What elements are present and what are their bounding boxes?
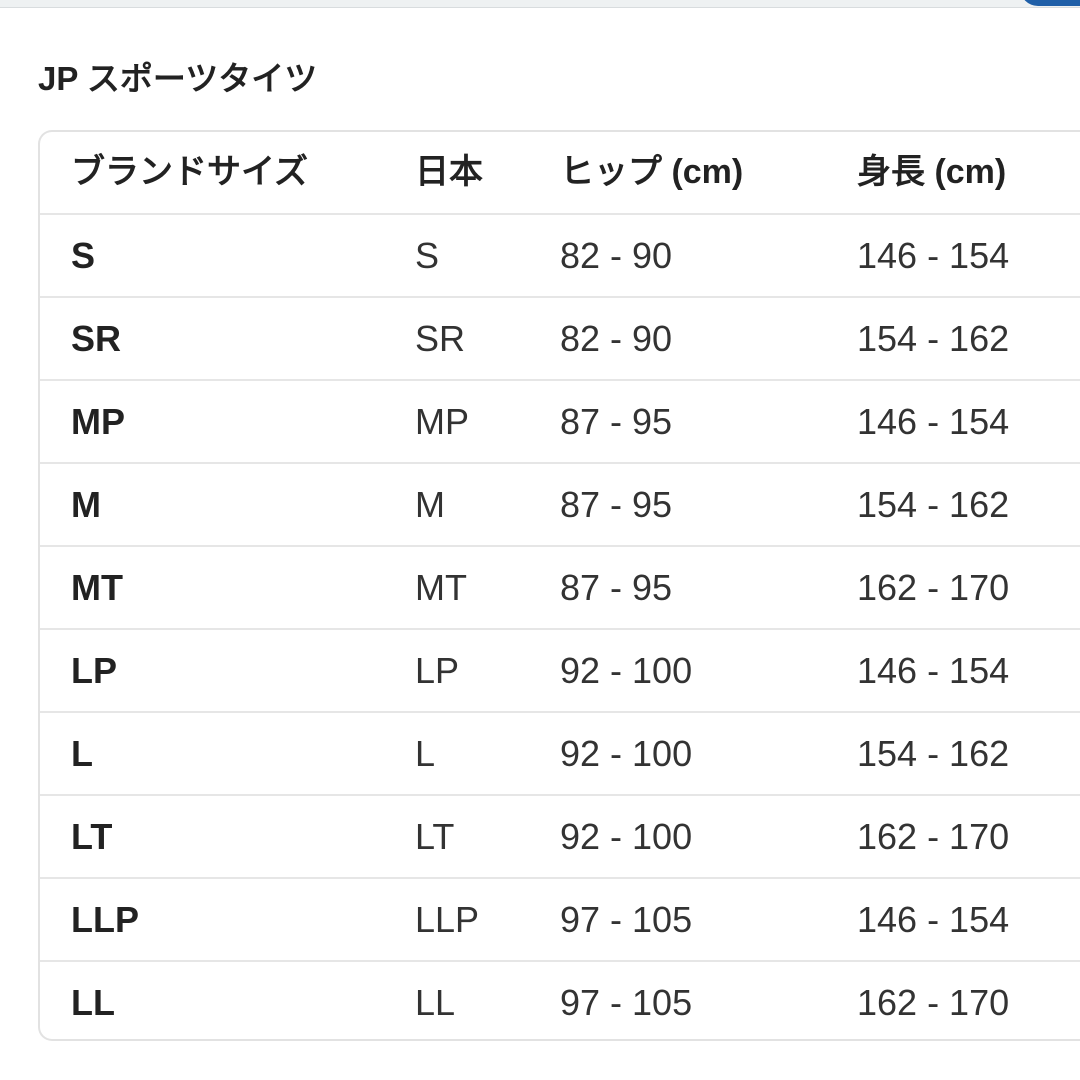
cell-hip: 97 - 105: [560, 899, 693, 940]
table-row: LP LP 92 - 100 146 - 154: [40, 630, 1080, 713]
cell-japan: LT: [415, 816, 455, 857]
cell-height: 146 - 154: [857, 235, 1010, 276]
cell-hip: 97 - 105: [560, 982, 693, 1023]
cell-height: 146 - 154: [857, 650, 1010, 691]
cell-brand-size: M: [71, 484, 101, 525]
cell-brand-size: L: [71, 733, 93, 774]
cell-hip: 92 - 100: [560, 733, 693, 774]
table-row: SR SR 82 - 90 154 - 162: [40, 298, 1080, 381]
cell-height: 146 - 154: [857, 899, 1010, 940]
cell-hip: 87 - 95: [560, 484, 673, 525]
cell-japan: SR: [415, 318, 466, 359]
header-hip: ヒップ (cm): [560, 153, 744, 191]
cell-brand-size: S: [71, 235, 96, 276]
table-row: MP MP 87 - 95 146 - 154: [40, 381, 1080, 464]
cell-height: 146 - 154: [857, 401, 1010, 442]
cell-japan: L: [415, 733, 436, 774]
table-row: M M 87 - 95 154 - 162: [40, 464, 1080, 547]
cell-hip: 82 - 90: [560, 318, 673, 359]
table-row: LLP LLP 97 - 105 146 - 154: [40, 879, 1080, 962]
table-row: S S 82 - 90 146 - 154: [40, 215, 1080, 298]
table-row: LT LT 92 - 100 162 - 170: [40, 796, 1080, 879]
cell-hip: 92 - 100: [560, 816, 693, 857]
table-row: MT MT 87 - 95 162 - 170: [40, 547, 1080, 630]
cell-japan: S: [415, 235, 440, 276]
cell-height: 154 - 162: [857, 318, 1010, 359]
cell-japan: M: [415, 484, 445, 525]
cell-brand-size: LLP: [71, 899, 139, 940]
cell-japan: LL: [415, 982, 456, 1023]
cell-brand-size: LT: [71, 816, 113, 857]
table-header: ブランドサイズ 日本 ヒップ (cm) 身長 (cm): [40, 132, 1080, 215]
cell-hip: 87 - 95: [560, 401, 673, 442]
cell-height: 154 - 162: [857, 733, 1010, 774]
cell-japan: MP: [415, 401, 469, 442]
cell-height: 154 - 162: [857, 484, 1010, 525]
cell-brand-size: LL: [71, 982, 115, 1023]
cell-brand-size: LP: [71, 650, 118, 691]
cell-hip: 82 - 90: [560, 235, 673, 276]
cell-brand-size: MT: [71, 567, 123, 608]
page-title: JP スポーツタイツ: [38, 60, 318, 97]
cell-height: 162 - 170: [857, 816, 1010, 857]
header-japan: 日本: [415, 153, 483, 191]
cell-brand-size: SR: [71, 318, 122, 359]
cell-hip: 87 - 95: [560, 567, 673, 608]
table-row: LL LL 97 - 105 162 - 170: [40, 962, 1080, 1039]
cell-japan: LP: [415, 650, 460, 691]
top-button[interactable]: [1020, 0, 1080, 6]
size-table: ブランドサイズ 日本 ヒップ (cm) 身長 (cm) S S 82 - 90 146…: [38, 130, 1080, 1041]
cell-japan: MT: [415, 567, 467, 608]
table-row: L L 92 - 100 154 - 162: [40, 713, 1080, 796]
cell-height: 162 - 170: [857, 982, 1010, 1023]
cell-height: 162 - 170: [857, 567, 1010, 608]
cell-japan: LLP: [415, 899, 480, 940]
cell-brand-size: MP: [71, 401, 125, 442]
cell-hip: 92 - 100: [560, 650, 693, 691]
header-height: 身長 (cm): [857, 153, 1007, 191]
header-brand-size: ブランドサイズ: [71, 153, 308, 191]
top-bar: [0, 0, 1080, 8]
